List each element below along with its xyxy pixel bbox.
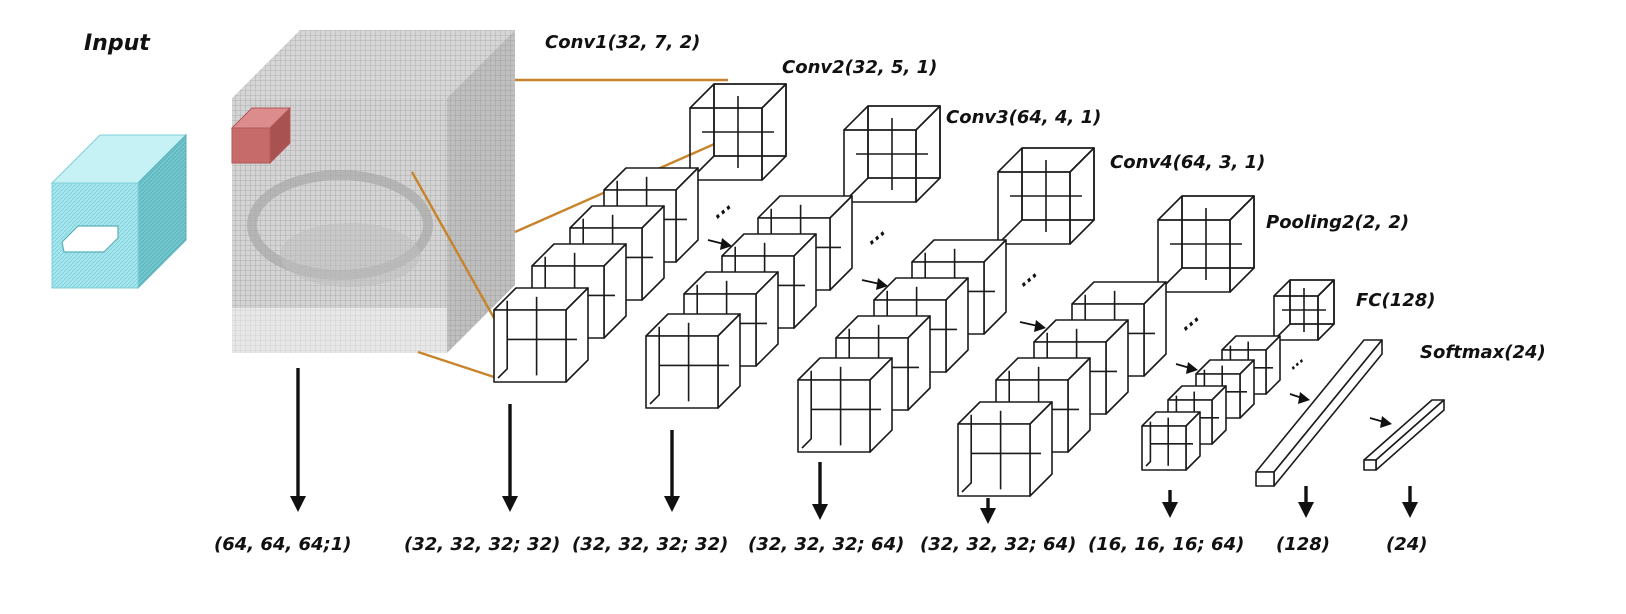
- pooling-filter-cube: [1273, 279, 1335, 341]
- conv3-stack-cube-4: [797, 357, 893, 453]
- arrow-conv4: [980, 498, 996, 524]
- pooling-stack-cube-4: [1141, 411, 1201, 471]
- conv1-stack-cube-4: [493, 287, 589, 383]
- conv1-label: Conv1(32, 7, 2): [545, 32, 700, 53]
- shape-label-conv4: (32, 32, 32; 64): [920, 534, 1076, 555]
- conv3-filter-cube: [997, 147, 1095, 245]
- svg-text:...: ...: [861, 220, 890, 249]
- shape-label-conv2: (32, 32, 32; 32): [572, 534, 728, 555]
- conv1-filter-cube: [689, 83, 787, 181]
- conv3-label: Conv3(64, 4, 1): [946, 107, 1101, 128]
- arrow-input: [290, 368, 306, 512]
- svg-text:...: ...: [707, 194, 736, 223]
- feature-map-cubes: [493, 83, 1335, 497]
- shape-label-conv3: (32, 32, 32; 64): [748, 534, 904, 555]
- conv2-label: Conv2(32, 5, 1): [782, 57, 937, 78]
- arrow-conv3: [812, 462, 828, 520]
- svg-text:...: ...: [1175, 306, 1204, 335]
- fc-label: FC(128): [1356, 290, 1436, 311]
- conv2-stack-cube-4: [645, 313, 741, 409]
- shape-label-conv1: (32, 32, 32; 32): [404, 534, 560, 555]
- conv4-stack-cube-4: [957, 401, 1053, 497]
- output-arrows: [290, 368, 1418, 524]
- conv4-filter-cube: [1157, 195, 1255, 293]
- shape-label-fc: (128): [1276, 534, 1330, 555]
- conv2-filter-cube: [843, 105, 941, 203]
- voxel-volume: [232, 30, 515, 353]
- kernel-cube: [230, 106, 292, 165]
- stage-arrows: [707, 238, 1392, 428]
- arrow-pooling: [1162, 490, 1178, 518]
- shape-label-softmax: (24): [1386, 534, 1428, 555]
- shape-label-pooling: (16, 16, 16; 64): [1088, 534, 1244, 555]
- svg-text:...: ...: [1013, 262, 1042, 291]
- shape-label-input: (64, 64, 64;1): [214, 534, 352, 555]
- input-label: Input: [84, 31, 151, 56]
- pooling2-label: Pooling2(2, 2): [1266, 212, 1409, 233]
- softmax-slab: [1363, 399, 1445, 471]
- input-cube: [50, 133, 188, 290]
- conv4-label: Conv4(64, 3, 1): [1110, 152, 1265, 173]
- softmax-label: Softmax(24): [1420, 342, 1546, 363]
- fc-slab: [1255, 339, 1383, 487]
- arrow-softmax: [1402, 486, 1418, 518]
- arrow-conv2: [664, 430, 680, 512]
- arrow-fc: [1298, 486, 1314, 518]
- arrow-conv1: [502, 404, 518, 512]
- svg-text:...: ...: [1285, 351, 1308, 374]
